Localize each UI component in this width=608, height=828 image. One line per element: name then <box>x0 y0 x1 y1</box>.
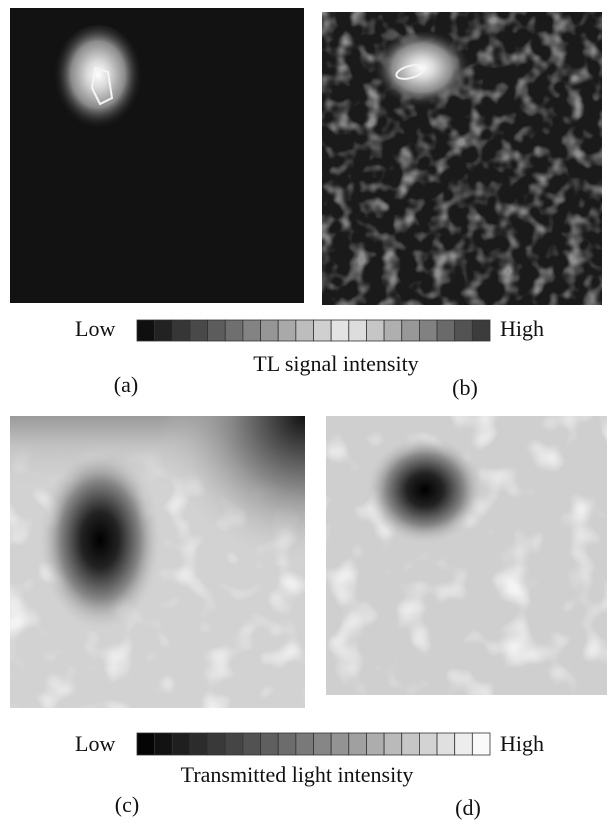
colorbar-swatch <box>383 319 403 342</box>
panel-label: (b) <box>452 375 478 400</box>
colorbar-swatch <box>348 319 367 342</box>
colorbar-swatch <box>436 732 456 756</box>
colorbar-swatch <box>171 319 191 342</box>
panel-label: (c) <box>115 792 139 817</box>
colorbar-swatch <box>366 319 385 342</box>
colorbar-low: Low <box>75 316 115 341</box>
panel-b-image <box>322 12 602 305</box>
panel-label: (a) <box>114 372 138 397</box>
colorbar-swatch <box>313 732 332 756</box>
colorbar-swatch <box>471 732 491 756</box>
colorbar-swatch <box>295 319 314 342</box>
colorbar-swatch <box>242 732 261 756</box>
panel-c-image <box>10 416 305 708</box>
colorbar-high: High <box>500 316 544 341</box>
colorbar-swatch <box>348 732 367 756</box>
colorbar-swatch <box>224 732 244 756</box>
colorbar-swatch <box>418 319 438 342</box>
colorbar-swatch <box>136 732 156 756</box>
colorbar-transmitted <box>136 732 491 756</box>
colorbar-swatch <box>418 732 438 756</box>
panel-label: (d) <box>455 795 481 820</box>
colorbar-swatch <box>154 732 173 756</box>
colorbar-swatch <box>207 319 226 342</box>
colorbar-swatch <box>366 732 385 756</box>
colorbar-swatch <box>224 319 244 342</box>
colorbar-swatch <box>330 319 350 342</box>
colorbar-swatch <box>436 319 456 342</box>
colorbar-high: High <box>500 731 544 756</box>
colorbar-swatch <box>189 319 208 342</box>
colorbar-swatch <box>171 732 191 756</box>
colorbar-swatch <box>383 732 403 756</box>
colorbar-swatch <box>277 732 297 756</box>
colorbar-swatch <box>207 732 226 756</box>
colorbar-swatch <box>189 732 208 756</box>
colorbar-swatch <box>454 732 473 756</box>
colorbar-swatch <box>295 732 314 756</box>
panel-a-image <box>10 8 304 303</box>
panel-d-image <box>326 416 607 695</box>
colorbar-swatch <box>154 319 173 342</box>
colorbar-swatch <box>330 732 350 756</box>
colorbar-swatch <box>401 732 420 756</box>
colorbar-swatch <box>313 319 332 342</box>
colorbar-swatch <box>471 319 491 342</box>
colorbar-title: TL signal intensity <box>253 351 418 376</box>
colorbar-swatch <box>242 319 261 342</box>
colorbar-swatch <box>260 732 279 756</box>
colorbar-swatch <box>277 319 297 342</box>
colorbar-swatch <box>260 319 279 342</box>
colorbar-low: Low <box>75 731 115 756</box>
colorbar-title: Transmitted light intensity <box>181 762 414 787</box>
colorbar-swatch <box>401 319 420 342</box>
colorbar-tl <box>136 319 491 342</box>
colorbar-swatch <box>454 319 473 342</box>
colorbar-swatch <box>136 319 156 342</box>
